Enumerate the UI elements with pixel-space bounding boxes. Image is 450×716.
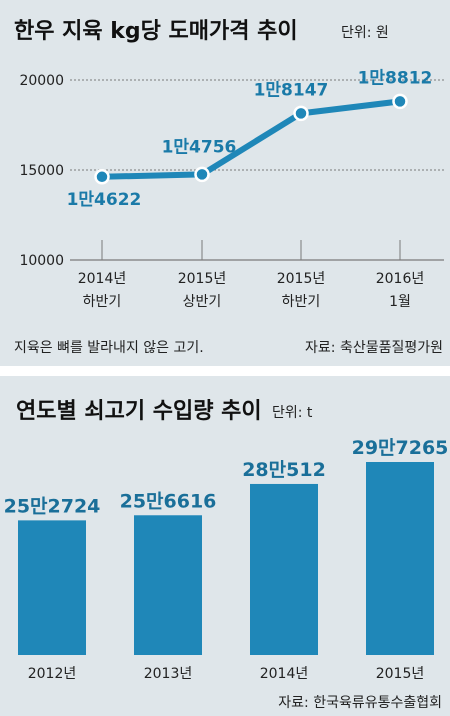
x-tick-label: 2014년 — [260, 666, 309, 682]
line-chart-unit: 단위: 원 — [341, 25, 389, 41]
line-chart: 한우 지육 kg당 도매가격 추이 단위: 원 100001500020000 … — [14, 19, 444, 356]
bar — [18, 520, 86, 655]
bar — [134, 515, 202, 655]
bar — [250, 483, 318, 655]
data-label: 1만4622 — [67, 190, 142, 210]
panel-divider — [0, 366, 450, 378]
series-line — [99, 98, 403, 180]
x-tick-label: 2015년 — [277, 271, 326, 287]
bar-chart-source: 자료: 한국육류유통수출협회 — [278, 695, 442, 711]
data-label: 1만8147 — [254, 80, 329, 100]
line-chart-note: 지육은 뼈를 발라내지 않은 고기. — [14, 340, 204, 356]
x-tick-label: 상반기 — [183, 294, 222, 310]
data-point — [94, 169, 110, 185]
bar-value-label: 29만7265 — [352, 437, 449, 459]
y-tick-label: 20000 — [19, 73, 64, 89]
x-tick-label: 하반기 — [282, 294, 321, 310]
bar-chart-title: 연도별 쇠고기 수입량 추이 — [16, 399, 262, 424]
x-tick-label: 1월 — [389, 294, 411, 310]
bar — [366, 462, 434, 655]
x-tick-label: 하반기 — [83, 294, 122, 310]
data-point — [392, 93, 408, 110]
line-chart-source: 자료: 축산물품질평가원 — [305, 340, 443, 356]
line-chart-title: 한우 지육 kg당 도매가격 추이 — [14, 19, 298, 44]
bar-chart: 연도별 쇠고기 수입량 추이 단위: t 25만2724 2012년 25만6616… — [4, 399, 449, 711]
bar-value-label: 25만6616 — [120, 490, 217, 512]
x-tick-label: 2015년 — [376, 666, 425, 682]
y-tick-label: 10000 — [19, 253, 64, 269]
data-label: 1만8812 — [358, 68, 433, 88]
bar-value-label: 28만512 — [242, 459, 326, 481]
line-chart-panel: 한우 지육 kg당 도매가격 추이 단위: 원 10000 15000 20000 … — [0, 0, 450, 376]
x-tick-label: 2014년 — [78, 271, 127, 287]
x-tick-label: 2013년 — [144, 666, 193, 682]
bar-value-label: 25만2724 — [4, 495, 101, 517]
x-tick-label: 2015년 — [178, 271, 227, 287]
bar-chart-unit: 단위: t — [272, 405, 313, 421]
data-point — [293, 105, 309, 122]
y-tick-label: 15000 — [19, 163, 64, 179]
data-label: 1만4756 — [162, 137, 237, 157]
x-tick-label: 2012년 — [28, 666, 77, 682]
x-tick-label: 2016년 — [376, 271, 425, 287]
data-point — [194, 166, 210, 183]
bar-chart-panel: 연도별 쇠고기 수입량 추이 단위: t 25만2724 2012년 25만6616… — [0, 376, 450, 716]
